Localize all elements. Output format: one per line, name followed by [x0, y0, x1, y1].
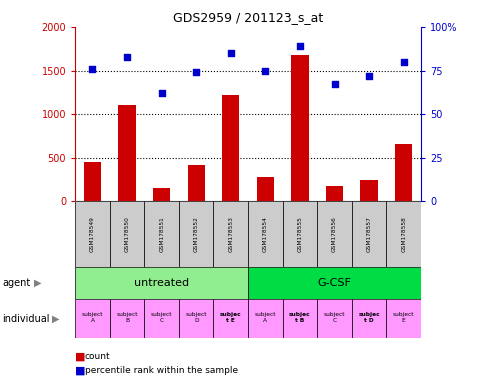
Bar — [75, 202, 109, 267]
Bar — [360, 180, 377, 202]
Bar — [109, 299, 144, 338]
Text: count: count — [85, 352, 110, 361]
Text: subject
C: subject C — [151, 313, 172, 323]
Bar — [247, 202, 282, 267]
Text: GSM178555: GSM178555 — [297, 216, 302, 252]
Bar — [256, 177, 273, 202]
Bar — [282, 202, 317, 267]
Bar — [247, 299, 282, 338]
Point — [399, 59, 407, 65]
Text: subjec
t B: subjec t B — [288, 313, 310, 323]
Bar — [222, 95, 239, 202]
Text: GSM178553: GSM178553 — [228, 216, 233, 252]
Bar — [213, 299, 247, 338]
Text: GSM178556: GSM178556 — [332, 216, 336, 252]
Bar — [144, 299, 179, 338]
Bar — [317, 299, 351, 338]
Text: subjec
t E: subjec t E — [220, 313, 241, 323]
Bar — [325, 186, 343, 202]
Text: subjec
t D: subjec t D — [358, 313, 379, 323]
Text: GSM178551: GSM178551 — [159, 216, 164, 252]
Bar — [187, 165, 204, 202]
Bar — [152, 188, 170, 202]
Point — [295, 43, 303, 49]
Bar — [394, 144, 411, 202]
Text: percentile rank within the sample: percentile rank within the sample — [85, 366, 238, 375]
Bar — [84, 162, 101, 202]
Bar — [109, 202, 144, 267]
Bar — [386, 202, 420, 267]
Text: agent: agent — [2, 278, 30, 288]
Bar — [179, 202, 213, 267]
Title: GDS2959 / 201123_s_at: GDS2959 / 201123_s_at — [173, 11, 322, 24]
Bar — [386, 299, 420, 338]
Text: GSM178557: GSM178557 — [366, 216, 371, 252]
Text: untreated: untreated — [134, 278, 189, 288]
Text: subject
C: subject C — [323, 313, 345, 323]
Point — [364, 73, 372, 79]
Text: ■: ■ — [75, 351, 86, 361]
Point — [157, 90, 165, 96]
Text: GSM178552: GSM178552 — [193, 216, 198, 252]
Text: ■: ■ — [75, 366, 86, 376]
Text: subject
A: subject A — [81, 313, 103, 323]
Bar — [75, 299, 109, 338]
Text: subject
D: subject D — [185, 313, 207, 323]
Text: subject
E: subject E — [392, 313, 414, 323]
Text: subject
A: subject A — [254, 313, 275, 323]
Point — [89, 66, 96, 72]
Text: GSM178549: GSM178549 — [90, 216, 95, 252]
Text: GSM178550: GSM178550 — [124, 216, 129, 252]
Bar — [247, 267, 420, 299]
Bar — [351, 202, 386, 267]
Point — [227, 50, 234, 56]
Bar — [75, 267, 247, 299]
Bar — [317, 202, 351, 267]
Bar — [213, 202, 247, 267]
Bar — [144, 202, 179, 267]
Point — [330, 81, 338, 88]
Bar — [118, 106, 136, 202]
Bar — [351, 299, 386, 338]
Text: GSM178554: GSM178554 — [262, 216, 267, 252]
Text: GSM178558: GSM178558 — [400, 216, 406, 252]
Text: subject
B: subject B — [116, 313, 137, 323]
Point — [123, 53, 131, 60]
Bar — [179, 299, 213, 338]
Text: ▶: ▶ — [52, 314, 59, 324]
Bar — [282, 299, 317, 338]
Text: G-CSF: G-CSF — [317, 278, 351, 288]
Text: ▶: ▶ — [34, 278, 41, 288]
Text: individual: individual — [2, 314, 50, 324]
Point — [261, 68, 269, 74]
Point — [192, 69, 200, 75]
Bar — [291, 55, 308, 202]
